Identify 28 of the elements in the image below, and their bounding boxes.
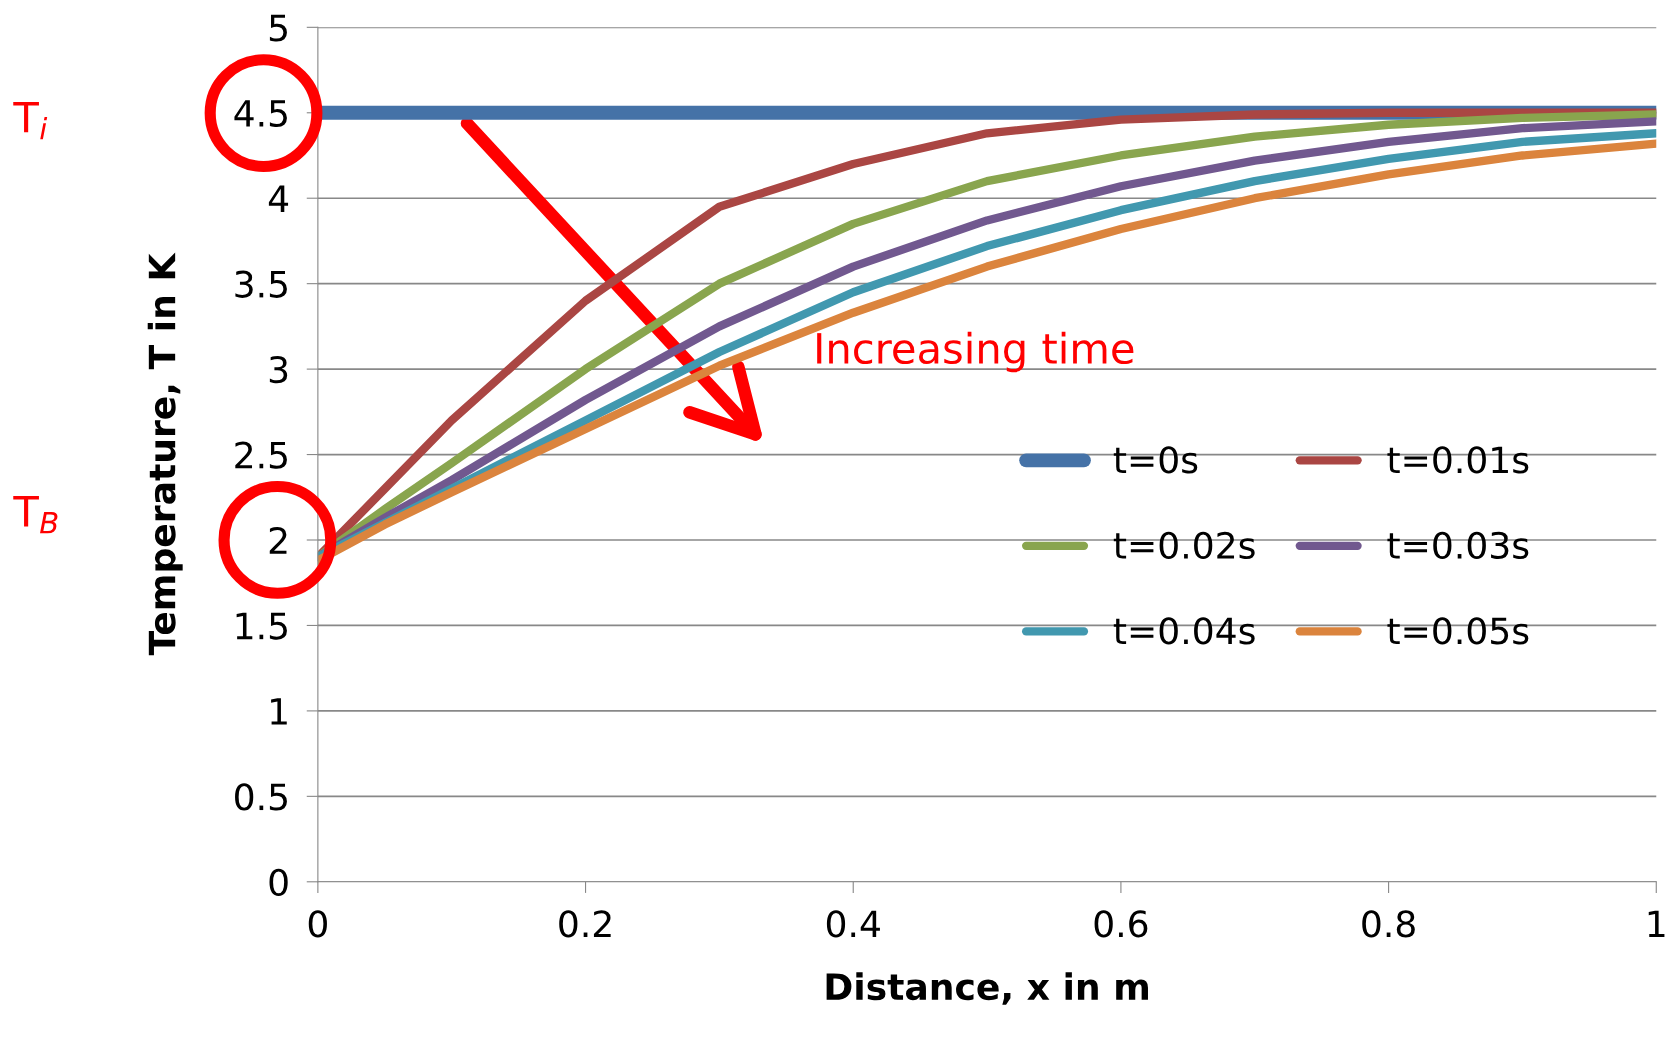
y-tick-label: 3.5 [235, 270, 287, 298]
y-tick-label: 0.5 [235, 783, 287, 811]
y-tick-label: 1.5 [236, 612, 287, 640]
legend-label: t=0.01s [1387, 446, 1529, 474]
annotation: Increasing time [817, 331, 1134, 373]
y-tick-label: 4 [268, 185, 289, 212]
y-tick-label: 4.5 [234, 100, 287, 128]
x-tick-label: 0.8 [1362, 910, 1415, 938]
x-tick-label: 1 [1648, 910, 1665, 938]
y-axis-title: Temperature, T in K [147, 252, 183, 656]
y-tick-label: 2.5 [235, 441, 287, 469]
x-tick-label: 0.4 [826, 910, 880, 938]
text: T$_{i}$ [13, 101, 48, 140]
legend-label: t=0.03s [1387, 531, 1529, 560]
y-tick-label: 0 [269, 868, 288, 897]
y-tick-label: 2 [269, 526, 287, 554]
legend-label: t=0.02s [1113, 531, 1255, 560]
text: T$_{B}$ [13, 496, 58, 534]
x-tick-label: 0.6 [1094, 910, 1148, 938]
legend-label: t=0s [1113, 446, 1198, 474]
x-tick-label: 0.2 [559, 910, 611, 938]
y-tick-label: 1 [271, 698, 287, 725]
x-tick-label: 0 [308, 910, 327, 938]
x-axis-title: Distance, x in m [826, 972, 1148, 1005]
y-tick-label: 5 [269, 14, 287, 42]
y-tick-label: 3 [269, 356, 288, 384]
legend-label: t=0.04s [1113, 617, 1255, 645]
legend-label: t=0.05s [1387, 617, 1529, 645]
